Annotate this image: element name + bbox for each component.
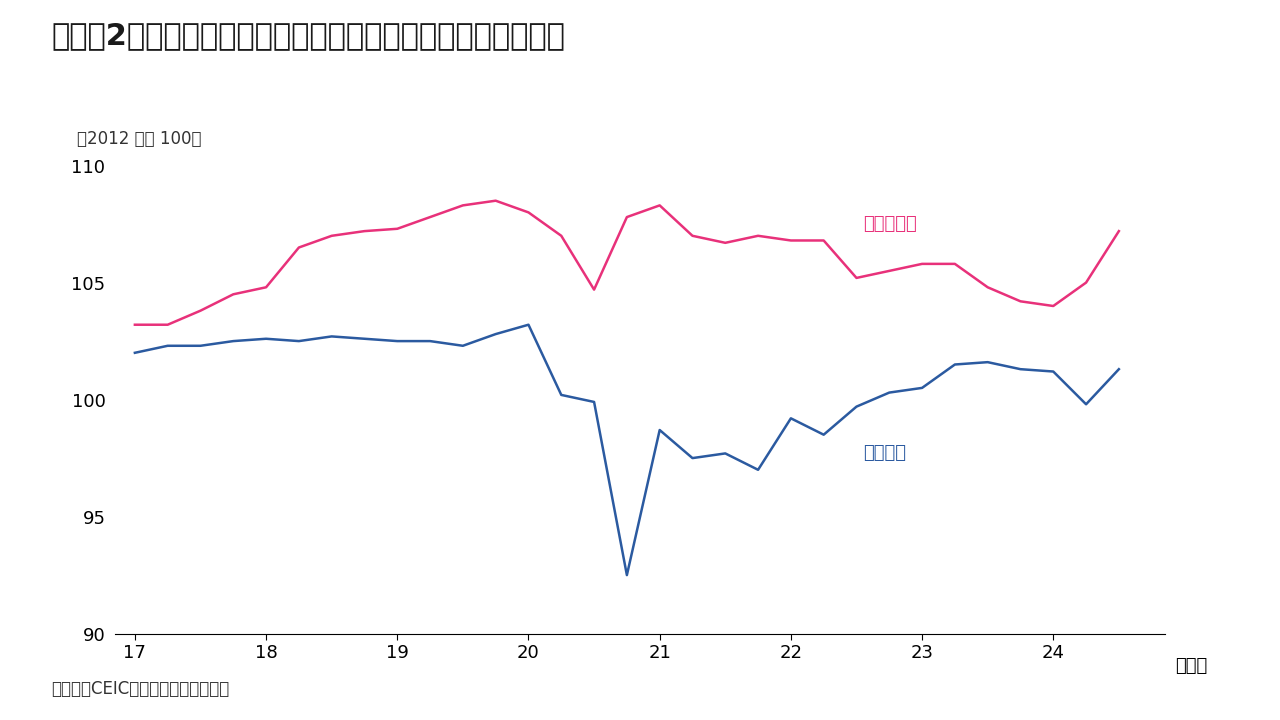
Text: （2012 年＝ 100）: （2012 年＝ 100） xyxy=(77,130,201,148)
Text: 雇用者報酬: 雇用者報酬 xyxy=(863,215,916,233)
Text: （図表2）日本：雇用者報酬と民間消費の推移（実質ベース）: （図表2）日本：雇用者報酬と民間消費の推移（実質ベース） xyxy=(51,22,564,50)
Text: （年）: （年） xyxy=(1175,657,1207,675)
Text: 民間消費: 民間消費 xyxy=(863,444,906,462)
Text: （出所）CEICよりインベスコが作成: （出所）CEICよりインベスコが作成 xyxy=(51,680,229,698)
